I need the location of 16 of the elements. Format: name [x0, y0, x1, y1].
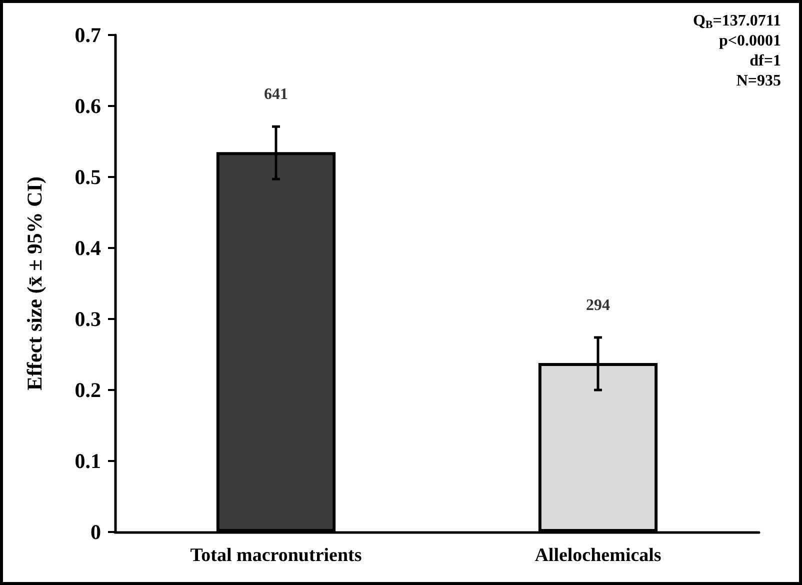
y-tick-label: 0.5: [74, 165, 101, 189]
y-tick-label: 0.2: [74, 378, 101, 402]
y-tick-label: 0: [90, 520, 101, 544]
y-tick-label: 0.6: [74, 94, 101, 118]
y-axis-title: Effect size (x̄ ± 95% CI): [22, 176, 46, 390]
x-tick-label: Allelochemicals: [534, 545, 662, 566]
annotation: 641: [264, 86, 288, 104]
y-tick-label: 0.4: [74, 236, 102, 260]
annotation: 294: [586, 296, 610, 314]
x-tick-label: Total macronutrients: [190, 545, 362, 566]
y-tick-label: 0.7: [74, 23, 101, 47]
annotation: N=935: [736, 72, 781, 90]
y-tick-label: 0.3: [74, 307, 101, 331]
annotation: p<0.0001: [718, 32, 781, 50]
annotation: df=1: [750, 52, 781, 70]
y-tick-label: 0.1: [74, 449, 101, 473]
